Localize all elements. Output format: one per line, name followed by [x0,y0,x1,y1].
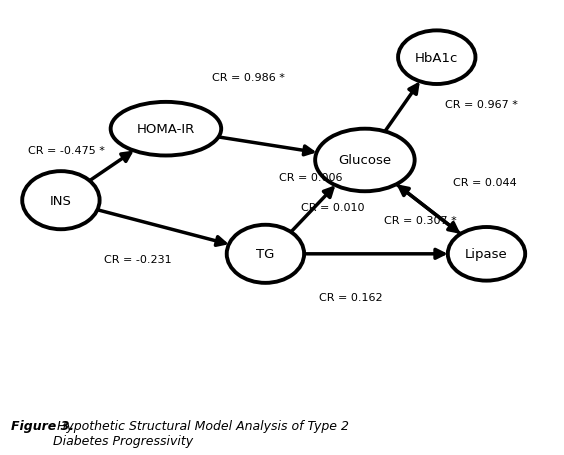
Text: CR = 0.010: CR = 0.010 [301,203,365,213]
Text: TG: TG [256,248,275,261]
Text: CR = 0.044: CR = 0.044 [453,178,517,188]
Text: CR = -0.231: CR = -0.231 [104,254,172,264]
Text: HbA1c: HbA1c [415,51,459,65]
Text: CR = 0.162: CR = 0.162 [319,292,383,302]
Text: Figure 3.: Figure 3. [11,419,74,432]
Text: CR = 0.967 *: CR = 0.967 * [445,100,518,110]
Text: Hypothetic Structural Model Analysis of Type 2
Diabetes Progressivity: Hypothetic Structural Model Analysis of … [52,419,349,447]
Ellipse shape [22,172,100,230]
Ellipse shape [315,129,415,192]
Text: CR = -0.475 *: CR = -0.475 * [28,146,105,156]
Text: CR = 0.006: CR = 0.006 [279,173,343,183]
Text: HOMA-IR: HOMA-IR [137,123,195,136]
Ellipse shape [448,228,525,281]
Ellipse shape [111,103,221,156]
Text: CR = 0.986 *: CR = 0.986 * [213,73,285,83]
Text: Lipase: Lipase [465,248,508,261]
Ellipse shape [398,31,475,85]
Ellipse shape [227,225,304,283]
Text: CR = 0.307 *: CR = 0.307 * [384,216,457,226]
Text: INS: INS [50,194,72,207]
Text: Glucose: Glucose [338,154,391,167]
